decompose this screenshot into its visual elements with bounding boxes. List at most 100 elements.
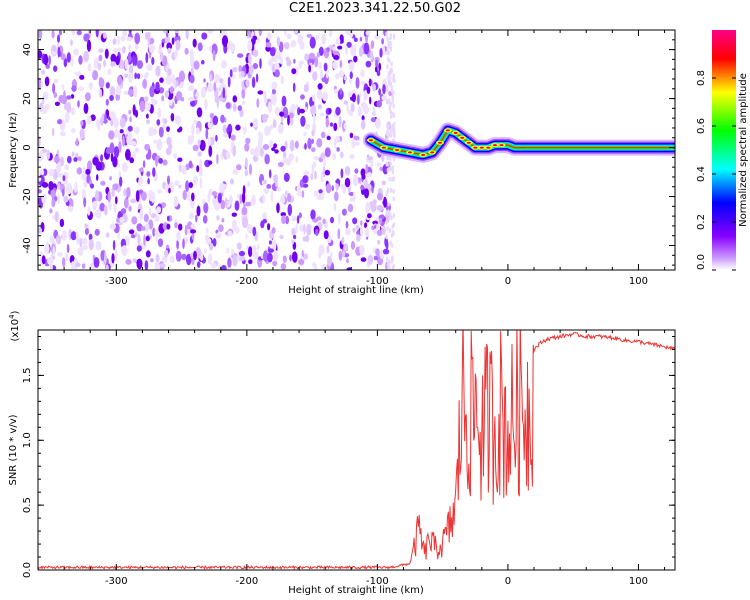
noise-blob xyxy=(51,127,55,137)
noise-blob xyxy=(111,253,115,264)
noise-blob xyxy=(341,208,347,216)
noise-blob xyxy=(283,42,290,50)
noise-blob xyxy=(216,153,219,165)
noise-blob xyxy=(390,68,394,74)
noise-blob xyxy=(310,173,314,181)
noise-blob xyxy=(50,51,56,56)
noise-blob xyxy=(378,254,381,265)
noise-blob xyxy=(52,245,55,257)
noise-blob xyxy=(136,245,142,252)
noise-blob xyxy=(266,184,272,189)
noise-blob xyxy=(257,244,260,251)
noise-blob xyxy=(386,187,390,193)
noise-blob xyxy=(316,195,323,201)
noise-blob xyxy=(159,51,164,61)
noise-blob xyxy=(387,176,393,182)
noise-blob xyxy=(112,156,118,168)
noise-blob xyxy=(146,119,151,125)
noise-blob xyxy=(88,239,94,251)
noise-blob xyxy=(194,92,200,98)
noise-blob xyxy=(226,127,230,135)
noise-blob xyxy=(306,33,313,38)
noise-blob xyxy=(39,150,44,161)
noise-blob xyxy=(378,62,382,71)
noise-blob xyxy=(196,261,201,268)
noise-blob xyxy=(155,65,161,77)
noise-blob xyxy=(182,238,185,250)
noise-blob xyxy=(199,177,203,189)
noise-blob xyxy=(118,47,122,53)
noise-blob xyxy=(250,148,256,156)
noise-blob xyxy=(73,48,79,56)
noise-blob xyxy=(145,250,151,258)
noise-blob xyxy=(234,169,239,176)
noise-blob xyxy=(344,177,351,188)
noise-blob xyxy=(50,189,56,198)
noise-blob xyxy=(321,77,327,82)
noise-blob xyxy=(298,212,302,219)
noise-blob xyxy=(158,126,164,138)
noise-blob xyxy=(367,213,372,219)
noise-blob xyxy=(211,191,218,196)
noise-blob xyxy=(127,52,132,63)
noise-blob xyxy=(251,244,257,257)
noise-blob xyxy=(140,226,147,231)
noise-blob xyxy=(370,202,377,213)
noise-blob xyxy=(128,30,132,34)
noise-blob xyxy=(326,135,331,141)
noise-blob xyxy=(376,100,383,108)
noise-blob xyxy=(83,197,87,208)
noise-blob xyxy=(220,60,227,69)
noise-blob xyxy=(227,230,233,237)
noise-blob xyxy=(175,39,181,51)
noise-blob xyxy=(115,55,120,66)
noise-blob xyxy=(168,99,173,106)
noise-blob xyxy=(259,58,262,69)
noise-blob xyxy=(134,32,141,45)
noise-blob xyxy=(152,128,158,135)
noise-blob xyxy=(38,227,43,234)
noise-blob xyxy=(236,164,242,171)
noise-blob xyxy=(191,233,195,240)
noise-blob xyxy=(175,115,181,125)
noise-blob xyxy=(61,95,68,105)
noise-blob xyxy=(95,190,99,202)
noise-blob xyxy=(386,124,389,130)
noise-blob xyxy=(318,189,323,194)
noise-blob xyxy=(382,84,386,95)
noise-blob xyxy=(248,246,253,258)
noise-blob xyxy=(328,108,332,114)
noise-blob xyxy=(370,159,374,169)
noise-blob xyxy=(51,30,55,39)
noise-blob xyxy=(311,138,314,144)
noise-blob xyxy=(105,264,109,270)
noise-blob xyxy=(138,168,144,172)
noise-blob xyxy=(292,251,298,263)
x-tick-label: -100 xyxy=(366,576,389,587)
noise-blob xyxy=(100,154,104,163)
noise-blob xyxy=(131,216,138,225)
noise-blob xyxy=(282,255,287,263)
noise-blob xyxy=(185,180,190,193)
noise-blob xyxy=(386,64,389,70)
snr-ticks: -300 -200 -100 0 100 0.0 0.5 1.0 1.5 xyxy=(22,330,675,587)
noise-blob xyxy=(225,102,231,109)
noise-blob xyxy=(236,242,242,250)
noise-blob xyxy=(319,112,325,117)
noise-blob xyxy=(139,100,146,113)
noise-blob xyxy=(317,83,323,90)
x-tick-label: -200 xyxy=(236,276,259,287)
noise-blob xyxy=(120,208,127,215)
noise-blob xyxy=(170,112,175,122)
noise-blob xyxy=(38,136,41,148)
noise-blob xyxy=(119,176,123,187)
noise-blob xyxy=(335,106,341,116)
noise-blob xyxy=(207,137,212,148)
noise-blob xyxy=(132,85,138,98)
noise-blob xyxy=(338,250,343,261)
noise-blob xyxy=(374,66,378,73)
colorbar-tick-label: 0.2 xyxy=(696,214,707,230)
noise-blob xyxy=(266,32,272,40)
noise-blob xyxy=(390,255,394,261)
noise-blob xyxy=(318,244,325,256)
